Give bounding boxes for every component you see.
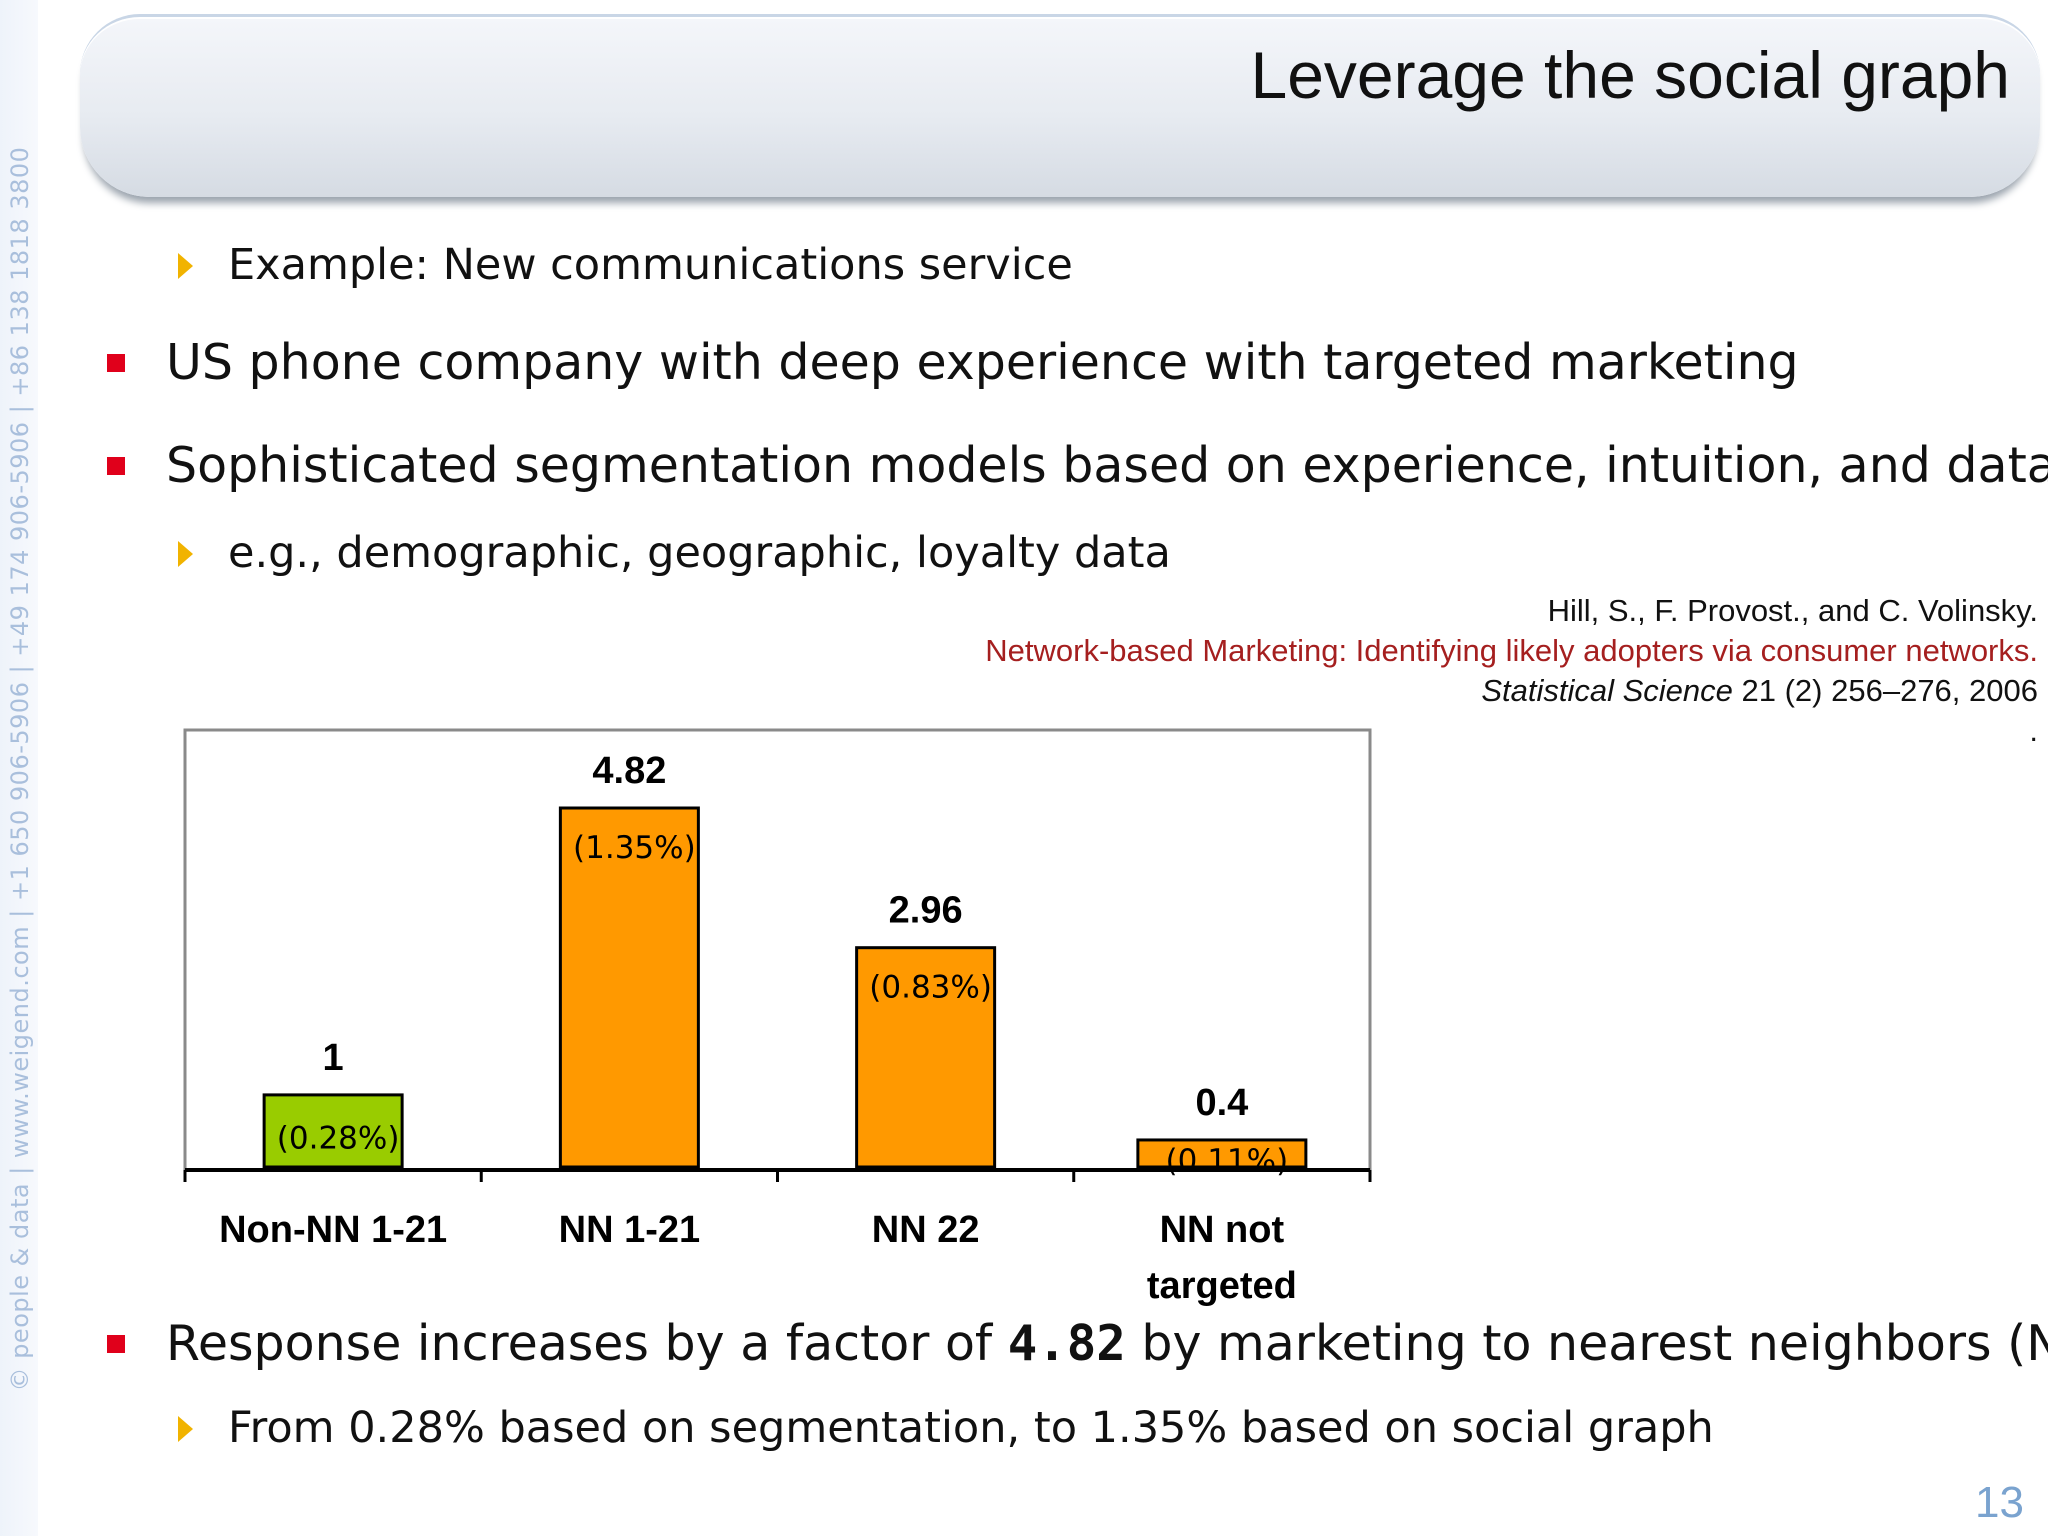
- bullet-segmentation-models: Sophisticated segmentation models based …: [166, 437, 2048, 494]
- page-number: 13: [1975, 1478, 2024, 1527]
- bullet-phone-company: US phone company with deep experience wi…: [166, 334, 1799, 391]
- bar-rate-label: (0.11%): [1166, 1143, 1289, 1179]
- x-tick-label: NN 1-21: [559, 1209, 701, 1251]
- square-bullet-icon: [107, 354, 125, 372]
- side-strip: © people & data | www.weigend.com | +1 6…: [0, 0, 38, 1536]
- bullet-from-to: From 0.28% based on segmentation, to 1.3…: [228, 1403, 1714, 1453]
- bullet-eg-data: e.g., demographic, geographic, loyalty d…: [228, 528, 1171, 578]
- citation-paper-title: Network-based Marketing: Identifying lik…: [985, 633, 2038, 668]
- citation-details: 21 (2) 256–276, 2006: [1732, 673, 2038, 708]
- response-text-post: by marketing to nearest neighbors (NN): [1125, 1315, 2048, 1372]
- citation-journal: Statistical Science 21 (2) 256–276, 2006: [1481, 673, 2038, 709]
- arrow-bullet-icon: [178, 1416, 193, 1442]
- bar: [262, 1093, 404, 1169]
- x-tick-label: Non-NN 1-21: [219, 1209, 447, 1251]
- bar-value-label: 0.4: [1195, 1082, 1248, 1124]
- bar: [855, 946, 997, 1169]
- bar: [558, 806, 700, 1169]
- square-bullet-icon: [107, 1335, 125, 1353]
- bar-rate-label: (0.83%): [869, 970, 992, 1006]
- arrow-bullet-icon: [178, 541, 193, 567]
- bar-value-label: 2.96: [889, 890, 963, 932]
- bar-value-label: 4.82: [592, 750, 666, 792]
- x-tick-label: NN not: [1160, 1209, 1285, 1251]
- bar-rate-label: (0.28%): [277, 1120, 400, 1156]
- response-factor-value: 4.82: [1007, 1315, 1126, 1372]
- response-text-pre: Response increases by a factor of: [166, 1315, 1008, 1372]
- x-tick-label: targeted: [1147, 1265, 1297, 1307]
- bar-value-label: 1: [323, 1037, 344, 1079]
- bullet-example: Example: New communications service: [228, 240, 1073, 290]
- bar: [1136, 1138, 1308, 1169]
- title-banner: Leverage the social graph: [80, 14, 2040, 197]
- square-bullet-icon: [107, 457, 125, 475]
- slide-title: Leverage the social graph: [1250, 38, 2010, 112]
- citation-dot: .: [2029, 713, 2038, 748]
- citation-journal-name: Statistical Science: [1481, 673, 1733, 708]
- bar-rate-label: (1.35%): [573, 830, 696, 866]
- arrow-bullet-icon: [178, 253, 193, 279]
- x-tick-label: NN 22: [872, 1209, 980, 1251]
- citation-authors: Hill, S., F. Provost., and C. Volinsky.: [1547, 593, 2038, 628]
- bullet-response-factor: Response increases by a factor of 4.82 b…: [166, 1315, 2048, 1372]
